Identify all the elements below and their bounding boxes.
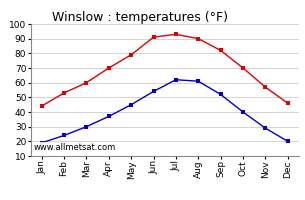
Text: Winslow : temperatures (°F): Winslow : temperatures (°F) bbox=[52, 11, 228, 24]
Text: www.allmetsat.com: www.allmetsat.com bbox=[33, 143, 115, 152]
